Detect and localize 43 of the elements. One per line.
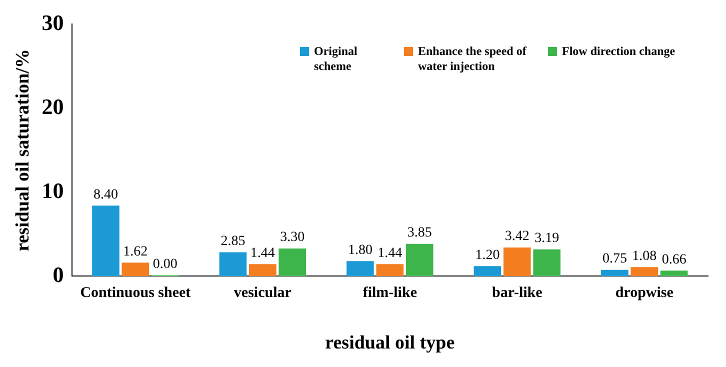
bar bbox=[474, 266, 502, 276]
bar bbox=[219, 252, 247, 276]
bar bbox=[630, 267, 658, 276]
data-label: 1.80 bbox=[348, 242, 372, 258]
y-tick-label: 0 bbox=[52, 262, 64, 287]
bar bbox=[601, 270, 628, 276]
data-label: 8.40 bbox=[93, 187, 118, 202]
data-label: 0.66 bbox=[662, 252, 686, 268]
data-label: 1.44 bbox=[378, 246, 402, 261]
data-label: 3.30 bbox=[280, 230, 305, 246]
y-tick-label: 20 bbox=[42, 94, 64, 119]
x-tick-label: bar-like bbox=[492, 285, 543, 302]
x-axis-title: residual oil type bbox=[325, 332, 455, 354]
data-label: 1.20 bbox=[475, 248, 500, 263]
data-label: 3.42 bbox=[504, 229, 530, 244]
y-axis-title: residual oil saturation/% bbox=[12, 49, 34, 252]
data-label: 1.62 bbox=[123, 244, 148, 260]
y-tick-label: 10 bbox=[42, 178, 64, 203]
data-label: 0.00 bbox=[152, 256, 178, 272]
bar bbox=[249, 264, 276, 276]
data-label: 3.19 bbox=[534, 231, 560, 246]
legend-label: Enhance the speed of water injection bbox=[418, 44, 528, 74]
bar bbox=[92, 206, 120, 276]
data-label: 1.08 bbox=[632, 248, 657, 264]
bar bbox=[122, 262, 150, 276]
x-tick-label: Continuous sheet bbox=[80, 285, 191, 302]
bar bbox=[503, 247, 531, 276]
legend-label: Flow direction change bbox=[562, 44, 676, 59]
bar bbox=[278, 248, 306, 276]
x-tick-label: dropwise bbox=[615, 285, 674, 302]
data-label: 3.85 bbox=[407, 226, 432, 241]
data-label: 2.85 bbox=[220, 234, 246, 249]
y-tick-label: 30 bbox=[42, 10, 64, 35]
bar bbox=[533, 249, 560, 276]
data-label: 0.75 bbox=[602, 252, 627, 267]
bar bbox=[660, 270, 688, 276]
bar bbox=[346, 261, 374, 276]
bar bbox=[376, 264, 404, 276]
x-tick-label: vesicular bbox=[234, 285, 292, 302]
x-tick-label: film-like bbox=[362, 285, 418, 302]
data-label: 1.44 bbox=[250, 246, 275, 261]
bar bbox=[406, 244, 434, 276]
legend-label: Original scheme bbox=[314, 44, 358, 74]
